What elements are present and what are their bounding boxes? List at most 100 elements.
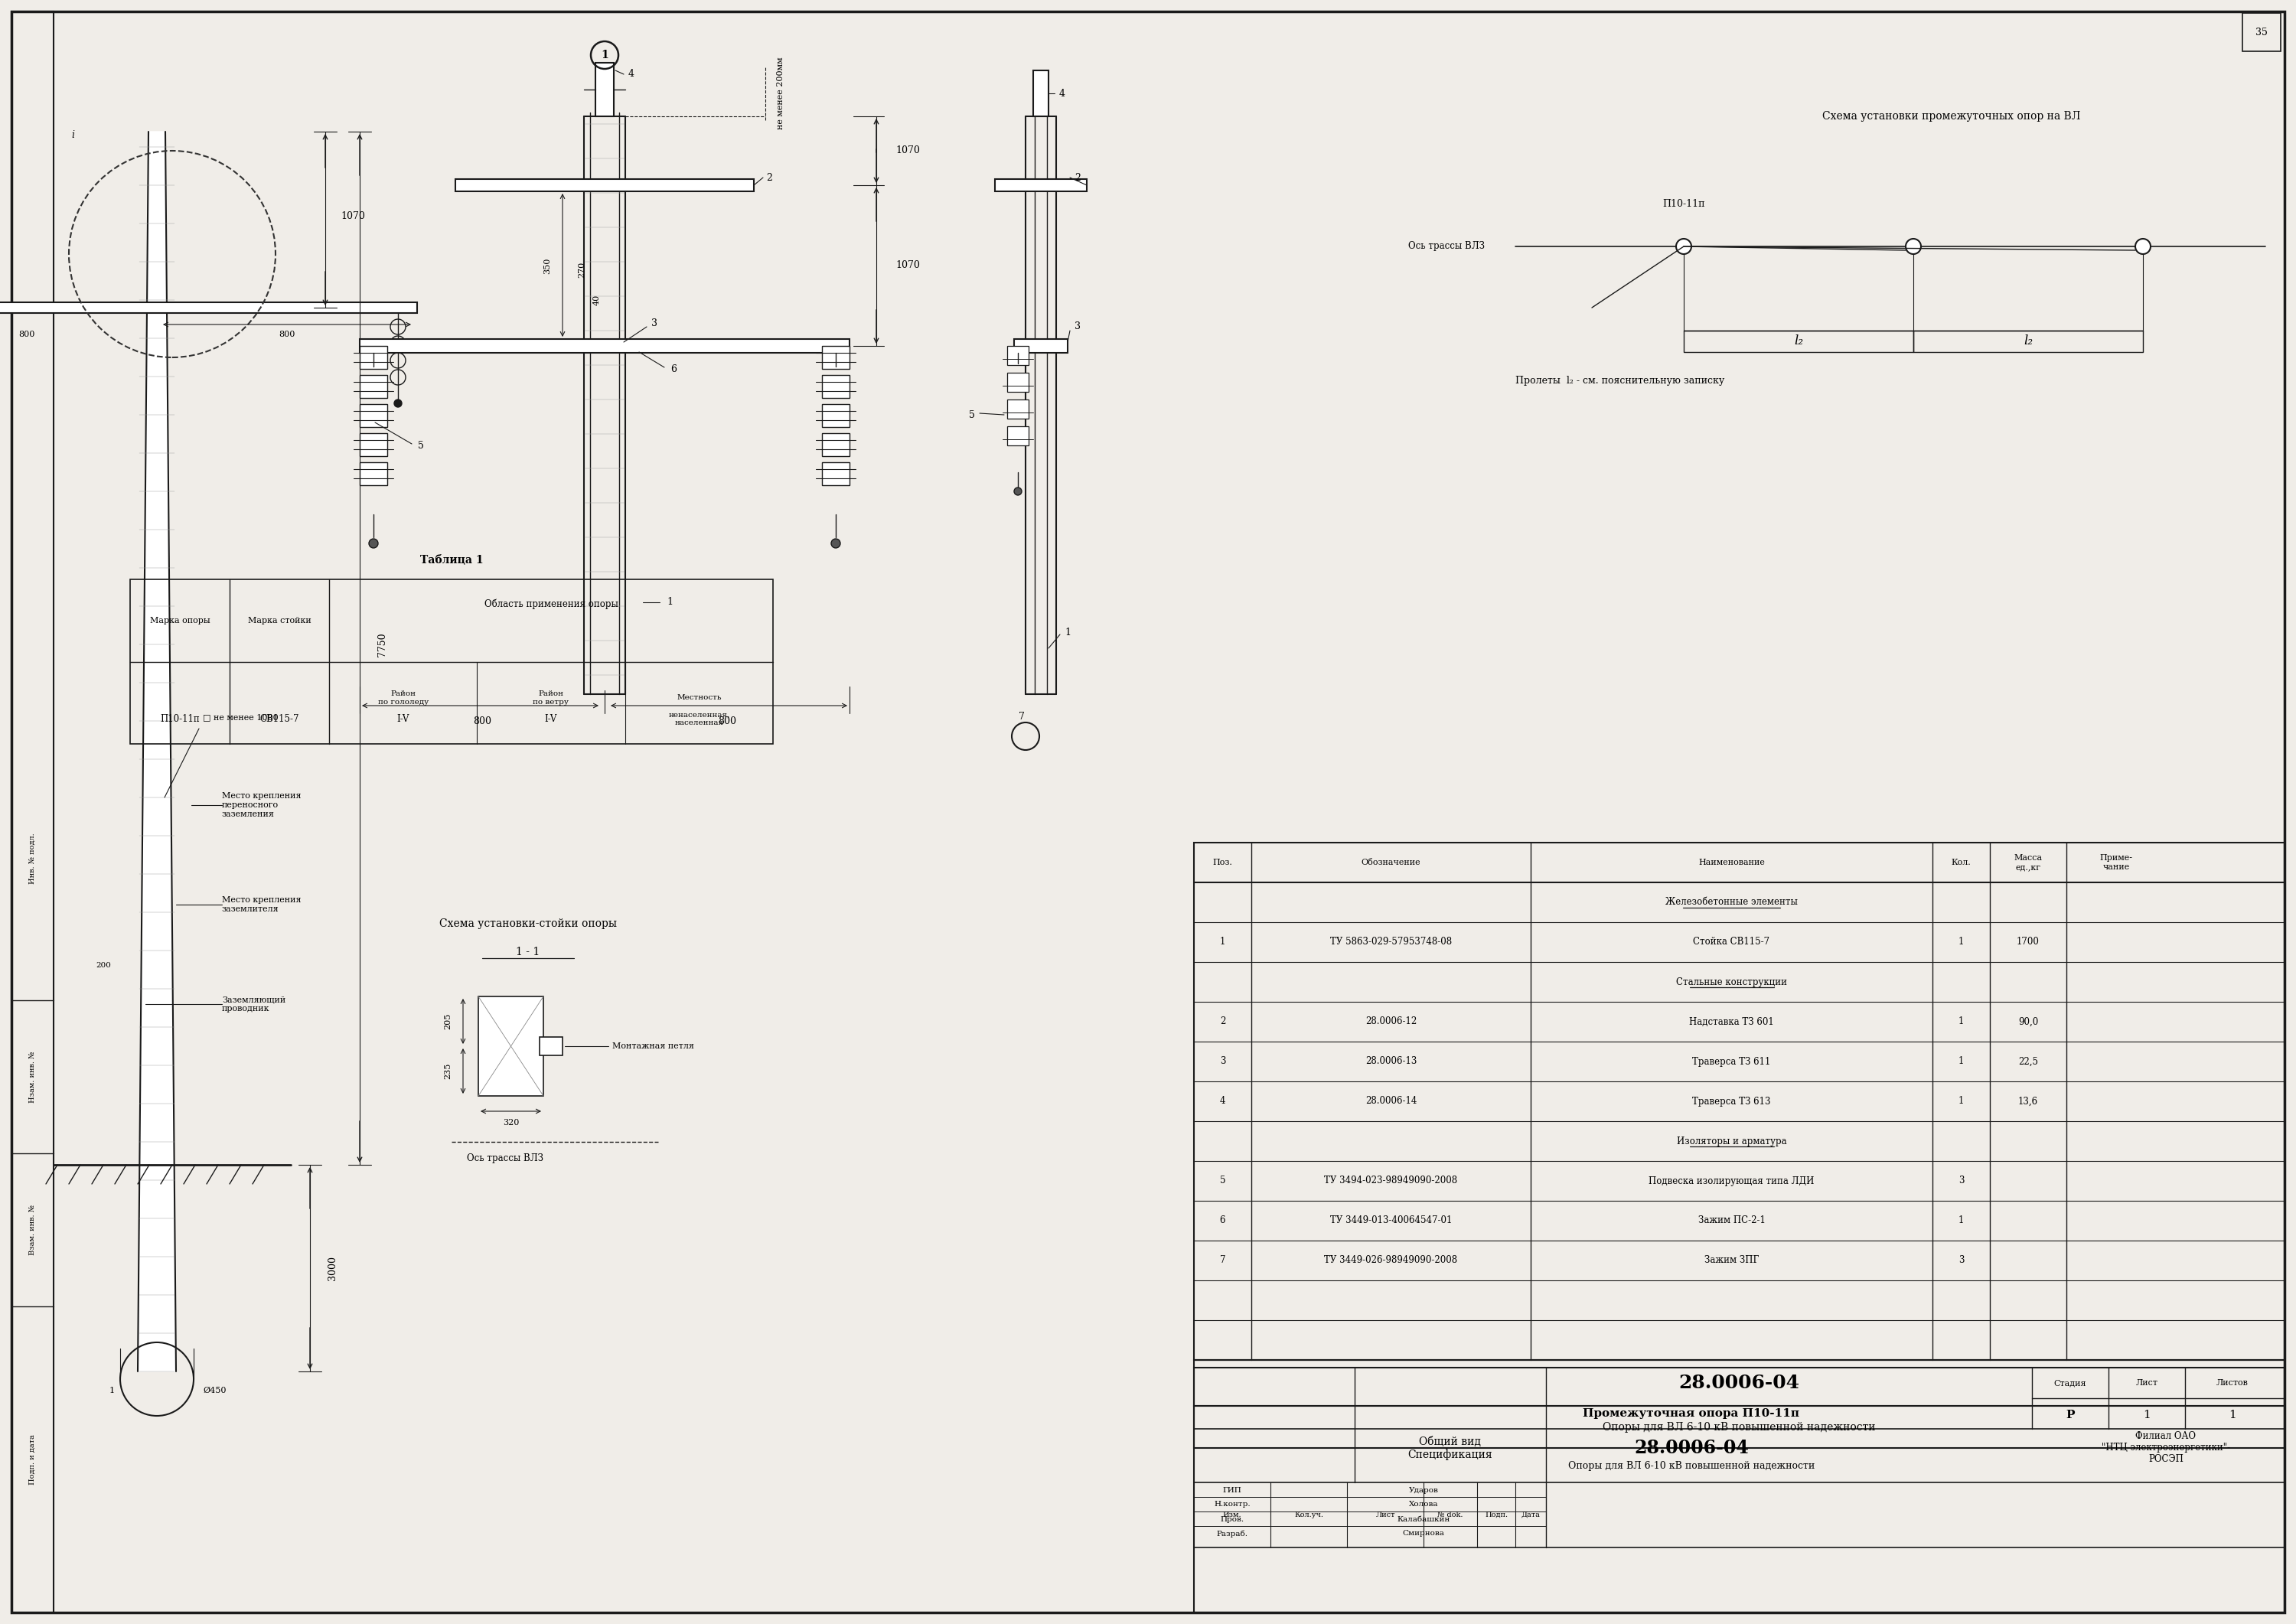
Text: Изм.: Изм. bbox=[1224, 1510, 1242, 1518]
Text: 800: 800 bbox=[278, 331, 296, 338]
Text: 320: 320 bbox=[503, 1119, 519, 1127]
Text: Смирнова: Смирнова bbox=[1403, 1530, 1444, 1538]
Text: 200: 200 bbox=[96, 963, 110, 970]
Circle shape bbox=[831, 539, 840, 547]
Text: Ударов: Ударов bbox=[1410, 1486, 1437, 1494]
Text: ненаселенная,
населенная: ненаселенная, населенная bbox=[668, 711, 730, 726]
Text: Лист: Лист bbox=[2135, 1379, 2158, 1387]
Text: 2: 2 bbox=[1075, 172, 1081, 182]
Text: 1: 1 bbox=[602, 50, 608, 60]
Bar bbox=[595, 63, 613, 117]
Text: 3: 3 bbox=[652, 318, 657, 328]
Bar bbox=[1194, 843, 2285, 1359]
Text: 1: 1 bbox=[666, 598, 673, 607]
Text: Местность: Местность bbox=[677, 695, 721, 702]
Text: Листов: Листов bbox=[2216, 1379, 2248, 1387]
Text: Район
по гололеду: Район по гололеду bbox=[379, 690, 429, 705]
Bar bbox=[822, 463, 850, 486]
Text: Таблица 1: Таблица 1 bbox=[420, 555, 482, 565]
Text: 1700: 1700 bbox=[2016, 937, 2039, 947]
Text: I-V: I-V bbox=[544, 715, 558, 724]
Text: 28.0006-04: 28.0006-04 bbox=[1635, 1439, 1750, 1457]
Text: ТУ 3449-013-40064547-01: ТУ 3449-013-40064547-01 bbox=[1329, 1216, 1451, 1226]
Circle shape bbox=[1015, 487, 1022, 495]
Text: 35: 35 bbox=[2255, 28, 2268, 37]
Text: Подвеска изолирующая типа ЛДИ: Подвеска изолирующая типа ЛДИ bbox=[1649, 1176, 1814, 1186]
Polygon shape bbox=[138, 132, 177, 1371]
Text: № dok.: № dok. bbox=[1437, 1510, 1463, 1518]
Text: П10-11п: П10-11п bbox=[161, 715, 200, 724]
Text: 28.0006-04: 28.0006-04 bbox=[1678, 1374, 1800, 1392]
Bar bbox=[360, 404, 388, 427]
Circle shape bbox=[1676, 239, 1692, 253]
Text: Н.контр.: Н.контр. bbox=[1215, 1501, 1251, 1509]
Bar bbox=[2243, 13, 2280, 52]
Text: Поз.: Поз. bbox=[1212, 859, 1233, 866]
Text: Область применения опоры: Область применения опоры bbox=[484, 599, 618, 609]
Text: Кол.: Кол. bbox=[1952, 859, 1970, 866]
Bar bbox=[1008, 374, 1029, 391]
Text: Марка стойки: Марка стойки bbox=[248, 617, 310, 624]
Text: l₂: l₂ bbox=[2023, 335, 2032, 348]
Text: 22,5: 22,5 bbox=[2018, 1057, 2039, 1067]
Text: 800: 800 bbox=[18, 331, 34, 338]
Text: не менее 200мм: не менее 200мм bbox=[776, 57, 785, 130]
Text: 7: 7 bbox=[1219, 1255, 1226, 1265]
Text: Стальные конструкции: Стальные конструкции bbox=[1676, 978, 1786, 987]
Text: Общий вид
Спецификация: Общий вид Спецификация bbox=[1407, 1436, 1492, 1460]
Bar bbox=[131, 580, 774, 744]
Text: 1: 1 bbox=[1958, 1216, 1963, 1226]
Text: Траверса ТЗ 611: Траверса ТЗ 611 bbox=[1692, 1057, 1770, 1067]
Text: 4: 4 bbox=[629, 70, 634, 80]
Text: □ не менее 1000: □ не менее 1000 bbox=[202, 713, 278, 721]
Text: Ось трассы ВЛЗ: Ось трассы ВЛЗ bbox=[1407, 242, 1486, 252]
Text: 1: 1 bbox=[110, 1387, 115, 1395]
Text: СВ115-7: СВ115-7 bbox=[259, 715, 298, 724]
Text: Место крепления
переносного
заземления: Место крепления переносного заземления bbox=[223, 793, 301, 818]
Text: 3: 3 bbox=[1958, 1176, 1963, 1186]
Text: 3000: 3000 bbox=[328, 1255, 338, 1280]
Text: ТУ 5863-029-57953748-08: ТУ 5863-029-57953748-08 bbox=[1329, 937, 1451, 947]
Text: i: i bbox=[71, 130, 73, 140]
Text: Траверса ТЗ 613: Траверса ТЗ 613 bbox=[1692, 1096, 1770, 1106]
Text: Место крепления
заземлителя: Место крепления заземлителя bbox=[223, 896, 301, 913]
Text: 235: 235 bbox=[443, 1062, 452, 1080]
Text: Наименование: Наименование bbox=[1699, 859, 1766, 866]
Text: Стойка СВ115-7: Стойка СВ115-7 bbox=[1692, 937, 1770, 947]
Text: 1: 1 bbox=[1958, 937, 1963, 947]
Bar bbox=[540, 1038, 563, 1056]
Text: l₂: l₂ bbox=[1793, 335, 1802, 348]
Text: 4: 4 bbox=[1058, 88, 1065, 99]
Bar bbox=[11, 11, 53, 1613]
Text: Обозначение: Обозначение bbox=[1362, 859, 1421, 866]
Text: Масса
ед.,кг: Масса ед.,кг bbox=[2014, 854, 2043, 870]
Text: 28.0006-14: 28.0006-14 bbox=[1366, 1096, 1417, 1106]
Bar bbox=[360, 463, 388, 486]
Text: Заземляющий
проводник: Заземляющий проводник bbox=[223, 996, 285, 1012]
Text: 2: 2 bbox=[767, 172, 771, 182]
Text: 1: 1 bbox=[1958, 1096, 1963, 1106]
Text: 3: 3 bbox=[1958, 1255, 1963, 1265]
Text: 1070: 1070 bbox=[340, 211, 365, 221]
Bar bbox=[1008, 400, 1029, 419]
Text: Лист: Лист bbox=[1375, 1510, 1396, 1518]
Text: Опоры для ВЛ 6-10 кВ повышенной надежности: Опоры для ВЛ 6-10 кВ повышенной надежнос… bbox=[1568, 1460, 1814, 1471]
Circle shape bbox=[2135, 239, 2151, 253]
Text: 1: 1 bbox=[2142, 1410, 2151, 1421]
Bar bbox=[1015, 339, 1068, 352]
Bar bbox=[822, 404, 850, 427]
Circle shape bbox=[370, 539, 379, 547]
Text: 1: 1 bbox=[1219, 937, 1226, 947]
Bar bbox=[1194, 1359, 2285, 1406]
Text: 350: 350 bbox=[544, 257, 551, 274]
Text: Калабашкин: Калабашкин bbox=[1396, 1515, 1451, 1523]
Text: Инв. № подл.: Инв. № подл. bbox=[28, 833, 37, 883]
Text: Кол.уч.: Кол.уч. bbox=[1295, 1510, 1322, 1518]
Bar bbox=[822, 434, 850, 456]
Bar bbox=[822, 375, 850, 398]
Text: Филиал ОАО
"НТЦ электроэнергетики"-
РОСЭП: Филиал ОАО "НТЦ электроэнергетики"- РОСЭ… bbox=[2101, 1431, 2229, 1465]
Text: 28.0006-13: 28.0006-13 bbox=[1366, 1057, 1417, 1067]
Text: 2: 2 bbox=[1219, 1017, 1226, 1026]
Text: Ось трассы ВЛЗ: Ось трассы ВЛЗ bbox=[466, 1153, 544, 1164]
Text: 1: 1 bbox=[1958, 1017, 1963, 1026]
